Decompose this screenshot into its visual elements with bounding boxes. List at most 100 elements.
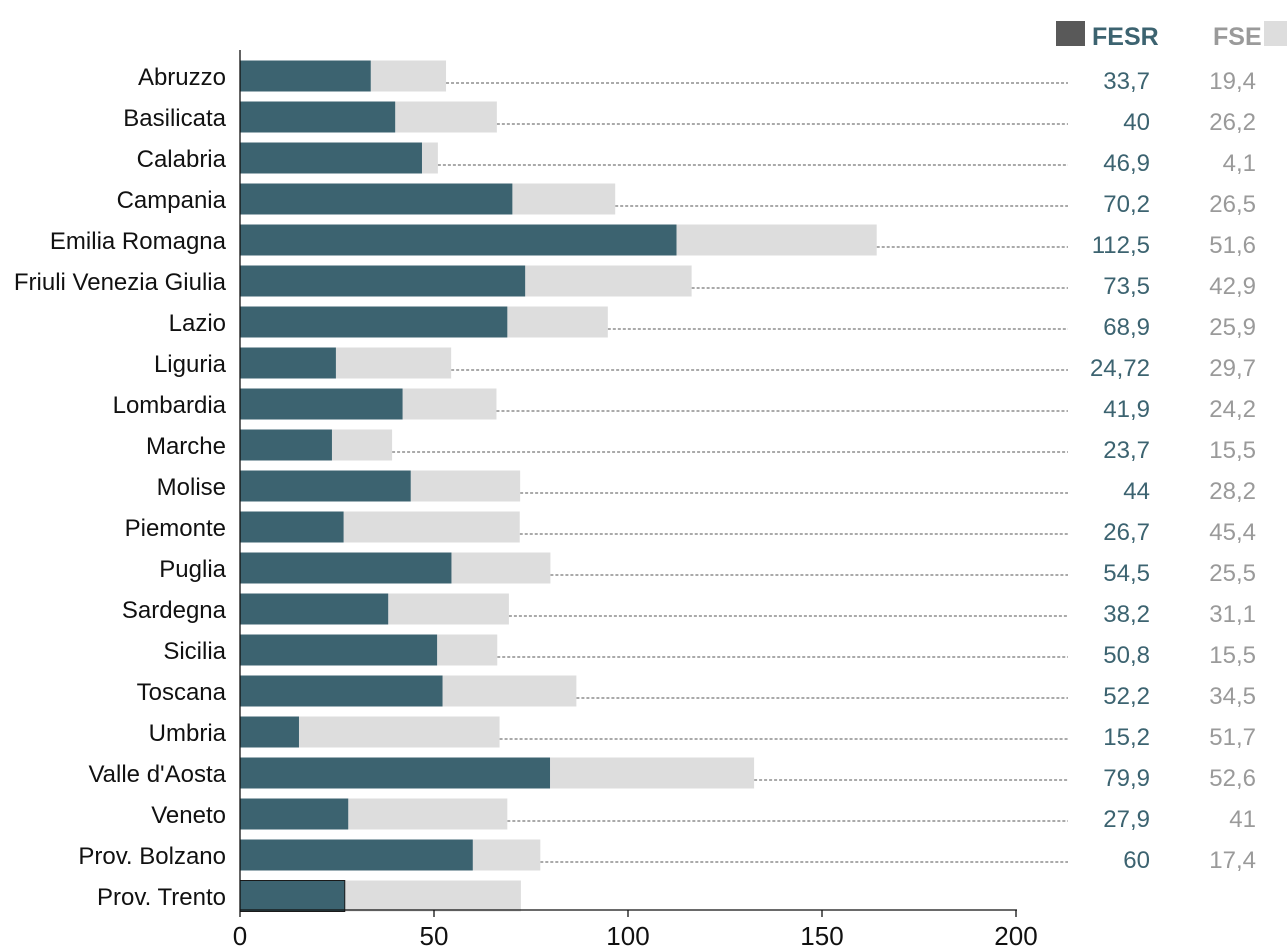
bar-fse: [344, 880, 521, 912]
bar-fesr: [240, 798, 349, 830]
value-label-fesr: 27,9: [1103, 806, 1150, 833]
value-label-fse: 24,2: [1209, 396, 1256, 423]
bar-fesr: [240, 388, 403, 420]
category-label: Basilicata: [123, 105, 226, 132]
value-label-fesr: 112,5: [1092, 232, 1150, 259]
bar-fse: [335, 347, 452, 379]
category-label: Marche: [146, 433, 226, 460]
category-label: Emilia Romagna: [50, 228, 227, 255]
bar-fse: [410, 470, 521, 502]
bar-fesr: [239, 880, 346, 912]
x-tick-label: 200: [994, 921, 1037, 951]
value-label-fesr: 33,7: [1103, 68, 1150, 95]
bar-fse: [512, 183, 616, 215]
bar-fesr: [240, 716, 299, 748]
bar-fesr: [240, 265, 526, 297]
category-label: Molise: [157, 474, 226, 501]
bar-fse: [525, 265, 692, 297]
value-label-fesr: 15,2: [1103, 724, 1150, 751]
bar-fse: [472, 839, 541, 871]
bar-fse: [437, 634, 498, 666]
bar-fesr: [240, 306, 508, 338]
value-label-fse: 45,4: [1209, 519, 1256, 546]
value-label-fse: 26,5: [1209, 191, 1256, 218]
value-label-fesr: 52,2: [1103, 683, 1150, 710]
category-label: Sardegna: [122, 597, 227, 624]
value-label-fesr: 23,7: [1103, 437, 1150, 464]
x-tick-label: 150: [800, 921, 843, 951]
bar-fesr: [240, 347, 336, 379]
category-label: Puglia: [159, 556, 226, 583]
bar-fse: [331, 429, 393, 461]
leader-lines: [392, 82, 1068, 863]
value-label-fse: 17,4: [1209, 847, 1256, 874]
value-labels: 33,7 19,4 40 26,2 46,9 4,1 70,2 26,5 112,5 51,6 73…: [1090, 68, 1256, 874]
category-label: Sicilia: [163, 638, 226, 665]
x-axis-ticks: 0 50 100 150 200: [233, 910, 1038, 951]
category-label: Lazio: [169, 310, 226, 337]
value-label-fse: 19,4: [1209, 68, 1256, 95]
value-label-fse: 31,1: [1209, 601, 1256, 628]
value-label-fesr: 44: [1123, 478, 1150, 505]
bar-fesr: [240, 101, 396, 133]
value-label-fesr: 24,72: [1090, 355, 1150, 382]
value-label-fesr: 60: [1123, 847, 1150, 874]
bar-fesr: [240, 183, 513, 215]
bar-fse: [402, 388, 497, 420]
value-label-fse: 51,7: [1209, 724, 1256, 751]
legend: FESR FSE: [1056, 21, 1287, 51]
category-label: Abruzzo: [138, 64, 226, 91]
bar-fesr: [240, 675, 443, 707]
bar-fse: [507, 306, 608, 338]
value-label-fse: 29,7: [1209, 355, 1256, 382]
bar-fesr: [240, 757, 551, 789]
value-label-fse: 51,6: [1209, 232, 1256, 259]
bar-fesr: [240, 470, 411, 502]
value-label-fse: 25,9: [1209, 314, 1256, 341]
value-label-fesr: 46,9: [1103, 150, 1150, 177]
category-label: Umbria: [149, 720, 227, 747]
category-labels: Abruzzo Basilicata Calabria Campania Emilia …: [14, 64, 227, 911]
category-label: Liguria: [154, 351, 227, 378]
bar-fesr: [240, 60, 371, 92]
x-tick-label: 0: [233, 921, 247, 951]
bar-fesr: [240, 224, 677, 256]
value-label-fse: 26,2: [1209, 109, 1256, 136]
category-label: Prov. Bolzano: [78, 843, 226, 870]
bar-fse: [421, 142, 438, 174]
value-label-fesr: 40: [1123, 109, 1150, 136]
bar-fesr: [240, 429, 332, 461]
value-label-fesr: 73,5: [1103, 273, 1150, 300]
legend-label-fesr: FESR: [1092, 23, 1159, 51]
value-label-fesr: 26,7: [1103, 519, 1150, 546]
value-label-fse: 34,5: [1209, 683, 1256, 710]
value-label-fse: 52,6: [1209, 765, 1256, 792]
category-label: Piemonte: [125, 515, 226, 542]
bar-fse: [343, 511, 520, 543]
category-label: Prov. Trento: [97, 884, 226, 911]
bar-fesr: [240, 593, 389, 625]
bar-fesr: [240, 142, 422, 174]
value-label-fesr: 54,5: [1103, 560, 1150, 587]
category-label: Veneto: [151, 802, 226, 829]
category-label: Toscana: [137, 679, 227, 706]
value-label-fse: 41: [1229, 806, 1256, 833]
category-label: Valle d'Aosta: [88, 761, 226, 788]
value-label-fesr: 41,9: [1103, 396, 1150, 423]
category-label: Friuli Venezia Giulia: [14, 269, 227, 296]
value-label-fesr: 70,2: [1103, 191, 1150, 218]
value-label-fse: 42,9: [1209, 273, 1256, 300]
legend-label-fse: FSE: [1213, 23, 1262, 51]
legend-swatch-fse: [1264, 21, 1287, 46]
bar-fse: [451, 552, 551, 584]
x-tick-label: 50: [420, 921, 449, 951]
value-label-fse: 15,5: [1209, 642, 1256, 669]
bar-fesr: [240, 552, 452, 584]
legend-swatch-fesr: [1056, 21, 1085, 46]
bar-fse: [348, 798, 508, 830]
bar-fesr: [240, 839, 473, 871]
bar-fse: [442, 675, 577, 707]
category-label: Campania: [117, 187, 227, 214]
value-label-fse: 4,1: [1223, 150, 1256, 177]
